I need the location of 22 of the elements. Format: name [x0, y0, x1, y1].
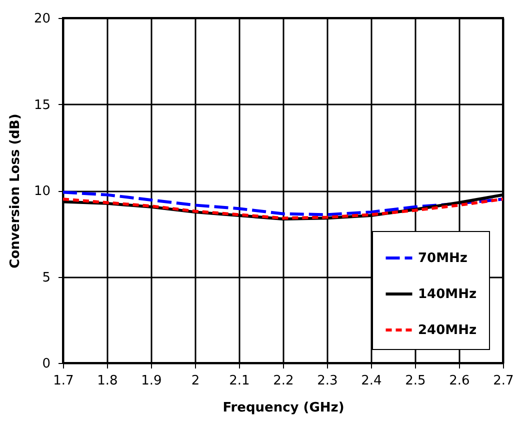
x-tick-label: 2.4 [361, 374, 382, 388]
y-tick-label: 10 [34, 184, 50, 199]
y-tick-label: 0 [42, 356, 50, 372]
legend-label: 140MHz [418, 287, 477, 302]
x-tick-label: 2.7 [493, 374, 514, 388]
x-tick-label: 1.7 [53, 374, 74, 388]
y-tick-label: 5 [42, 270, 50, 286]
x-tick-label: 2 [191, 374, 200, 388]
x-tick-label: 2.1 [229, 374, 250, 388]
x-tick-label: 2.6 [449, 374, 470, 388]
y-tick-label: 20 [34, 12, 50, 26]
y-tick-label: 15 [34, 98, 50, 113]
x-tick-label: 1.8 [97, 374, 118, 388]
legend-label: 240MHz [418, 323, 477, 338]
x-tick-label: 1.9 [141, 374, 162, 388]
x-tick-label: 2.3 [317, 374, 338, 388]
x-axis-title: Frequency (GHz) [222, 400, 344, 416]
legend-label: 70MHz [418, 251, 468, 266]
line-series [63, 198, 503, 220]
y-axis-title: Conversion Loss (dB) [8, 114, 23, 268]
x-tick-label: 2.2 [273, 374, 294, 388]
x-tick-label: 2.5 [405, 374, 426, 388]
